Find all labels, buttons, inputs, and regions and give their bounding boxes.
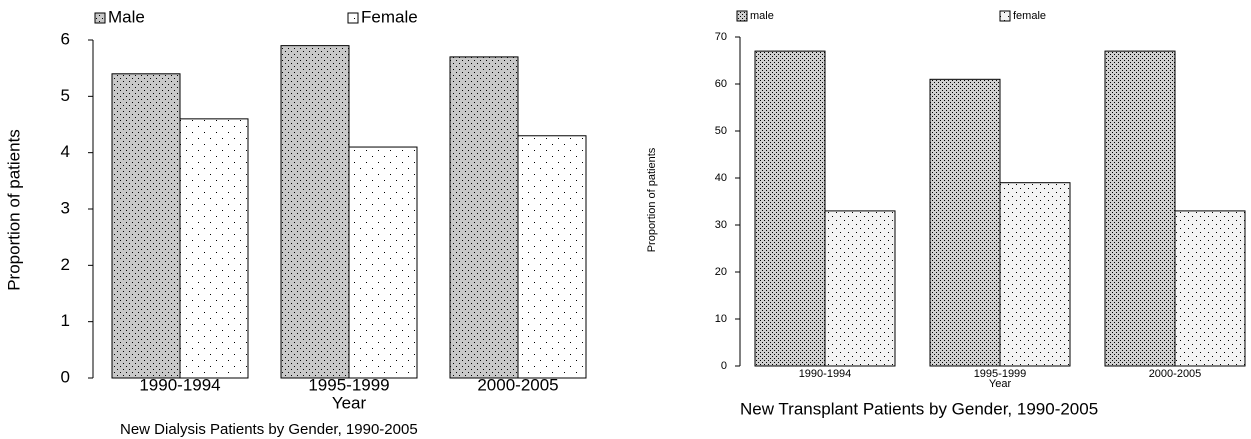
y-tick-label: 60 xyxy=(715,78,727,90)
bar xyxy=(1104,50,1176,367)
x-tick-label: 2000-2005 xyxy=(477,375,558,394)
x-tick-label: 1995-1999 xyxy=(308,375,389,394)
bar xyxy=(1174,210,1246,367)
x-axis-label: Year xyxy=(332,393,367,412)
x-axis-label: Year xyxy=(989,378,1012,390)
legend-label: male xyxy=(750,10,774,22)
bar xyxy=(449,56,519,379)
chart: 0 10 20 30 40 50 60 70 1990-1994 1995-1999 2000-20… xyxy=(646,10,1246,418)
x-tick-label: 1995-1999 xyxy=(974,368,1027,380)
y-tick-label: 4 xyxy=(61,142,70,161)
y-tick-label: 3 xyxy=(61,198,70,217)
legend-label: Male xyxy=(108,7,145,26)
y-tick-label: 10 xyxy=(715,313,727,325)
y-tick-label: 0 xyxy=(721,360,727,372)
bar xyxy=(179,118,249,379)
y-tick-label: 30 xyxy=(715,219,727,231)
y-tick-label: 20 xyxy=(715,266,727,278)
y-tick-label: 40 xyxy=(715,172,727,184)
y-tick-label: 2 xyxy=(61,255,70,274)
legend-swatch xyxy=(999,10,1011,22)
bar xyxy=(517,135,587,379)
y-axis-label: Proportion of patients xyxy=(4,129,23,291)
y-tick-label: 6 xyxy=(61,29,70,48)
legend-label: Female xyxy=(361,7,418,26)
legend-swatch xyxy=(736,10,748,22)
x-tick-label: 1990-1994 xyxy=(139,375,220,394)
y-tick-label: 1 xyxy=(61,311,70,330)
legend-swatch xyxy=(347,12,359,24)
bar xyxy=(754,50,826,367)
bar xyxy=(348,146,418,379)
y-tick-label: 70 xyxy=(715,31,727,43)
x-tick-label: 1990-1994 xyxy=(799,368,852,380)
bar xyxy=(929,78,1001,367)
chart-title: New Transplant Patients by Gender, 1990-… xyxy=(740,399,1098,418)
legend-label: female xyxy=(1013,10,1046,22)
bar xyxy=(111,73,181,379)
y-tick-label: 5 xyxy=(61,86,70,105)
bar xyxy=(824,210,896,367)
y-tick-label: 50 xyxy=(715,125,727,137)
legend-swatch xyxy=(94,12,106,24)
x-tick-label: 2000-2005 xyxy=(1149,368,1202,380)
bar xyxy=(999,182,1071,367)
chart-title: New Dialysis Patients by Gender, 1990-20… xyxy=(120,421,418,438)
chart: 0 1 2 3 4 5 6 1990-1994 1995-1999 2000-2005 Year Pr… xyxy=(4,7,587,438)
y-tick-label: 0 xyxy=(61,367,70,386)
bar xyxy=(280,45,350,379)
y-axis-label: Proportion of patients xyxy=(646,147,658,252)
